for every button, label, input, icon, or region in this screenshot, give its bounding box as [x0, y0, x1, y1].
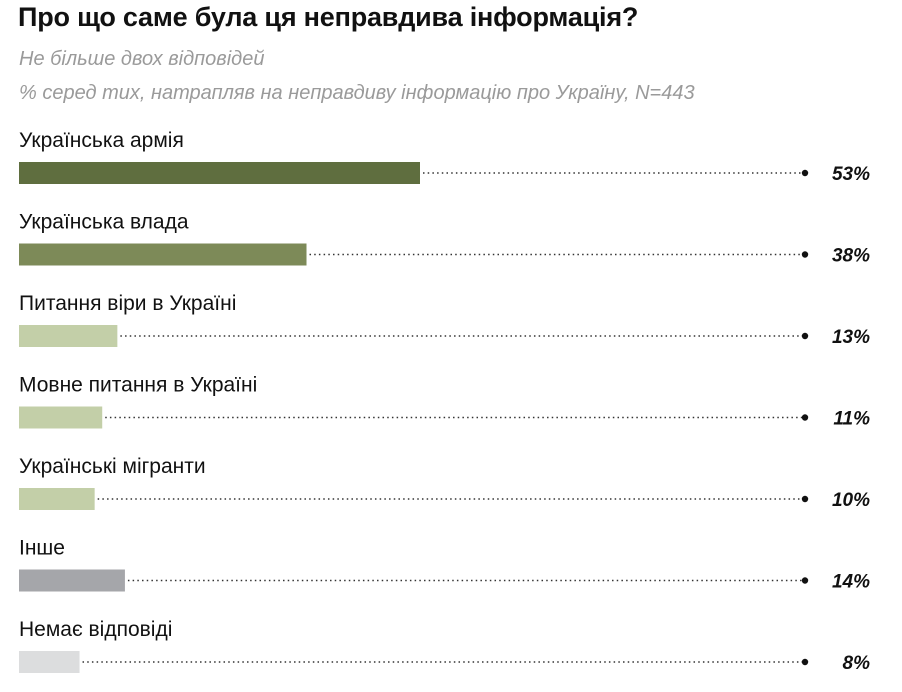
value-label: 8%: [843, 653, 871, 674]
category-label: Українська армія: [19, 129, 184, 152]
bar: [19, 243, 307, 266]
category-label: Мовне питання в Україні: [19, 374, 257, 397]
chart-title: Про що саме була ця неправдива інформаці…: [18, 2, 639, 32]
value-label: 10%: [832, 490, 870, 511]
leader-dot: [801, 251, 809, 258]
value-label: 38%: [832, 246, 870, 267]
leader-dot: [801, 577, 809, 584]
value-label: 13%: [832, 327, 870, 348]
bar: [19, 162, 420, 184]
category-label: Питання віри в Україні: [19, 292, 236, 315]
category-label: Українська влада: [19, 211, 189, 234]
category-label: Українські мігранти: [19, 455, 206, 478]
leader-dot: [801, 658, 809, 666]
bar: [19, 488, 95, 510]
value-label: 14%: [832, 572, 870, 593]
category-label: Немає відповіді: [19, 618, 172, 641]
bar: [19, 325, 118, 347]
chart-subtitle: Не більше двох відповідей: [19, 48, 265, 70]
leader-dot: [801, 169, 809, 177]
category-label: Інше: [19, 537, 65, 560]
bar: [19, 406, 103, 429]
bar: [19, 569, 125, 592]
leader-dot: [801, 332, 809, 340]
leader-dot: [801, 495, 809, 503]
value-label: 11%: [833, 409, 870, 430]
chart-base-note: % серед тих, натрапляв на неправдиву інф…: [19, 82, 695, 104]
value-label: 53%: [832, 164, 870, 185]
bar: [19, 651, 80, 673]
leader-dot: [801, 414, 809, 421]
